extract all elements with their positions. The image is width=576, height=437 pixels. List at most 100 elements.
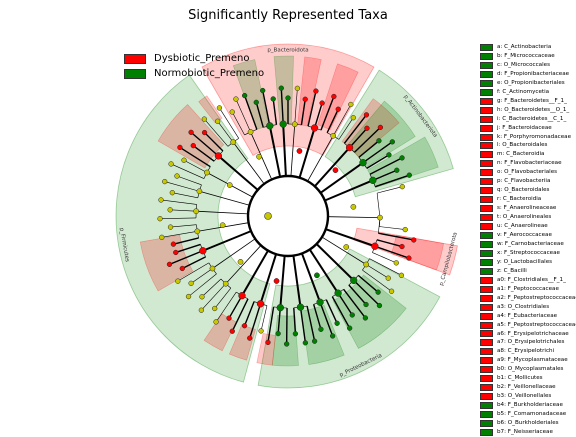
leaf-node <box>387 152 392 157</box>
legend-swatch-dysbiotic <box>124 54 146 64</box>
key-swatch <box>480 151 493 158</box>
key-label: b1: C_Mollicutes <box>497 374 543 383</box>
leaf-node <box>215 119 220 124</box>
clade-node <box>231 140 236 145</box>
leaf-node <box>170 190 175 195</box>
key-swatch <box>480 429 493 436</box>
order-node <box>351 204 356 209</box>
leaf-node <box>363 316 368 321</box>
key-swatch <box>480 348 493 355</box>
key-swatch <box>480 71 493 78</box>
leaf-node <box>390 139 395 144</box>
key-item: a8: C_Erysipelotrichi <box>480 347 576 356</box>
leaf-node <box>377 138 382 143</box>
leaf-node <box>303 340 308 345</box>
order-node <box>333 168 338 173</box>
clade-node <box>350 277 357 284</box>
key-swatch <box>480 232 493 239</box>
key-item: k: F_Porphyromonadaceae <box>480 133 576 142</box>
key-label: a: C_Actinobacteria <box>497 43 551 52</box>
key-label: a4: F_Eubacteriaceae <box>497 312 557 321</box>
key-label: b0: O_Mycoplasmatales <box>497 365 563 374</box>
branch <box>377 193 380 217</box>
leaf-node <box>242 323 247 328</box>
phylum-label: p_Bacteroidota <box>267 48 308 54</box>
key-swatch <box>480 214 493 221</box>
key-item: a5: F_Peptostreptococcaceae <box>480 321 576 330</box>
leaf-node <box>407 173 412 178</box>
order-node <box>297 148 302 153</box>
clade-node <box>257 300 264 307</box>
leaf-node <box>171 242 176 247</box>
key-label: d: F_Propionibacteriaceae <box>497 70 569 79</box>
clade-node <box>277 304 284 311</box>
key-label: v: F_Aerococcaceae <box>497 231 552 240</box>
key-label: b2: F_Veillonellaceae <box>497 383 556 392</box>
leaf-node <box>175 174 180 179</box>
key-swatch <box>480 160 493 167</box>
leaf-node <box>199 308 204 313</box>
order-node <box>220 223 225 228</box>
leaf-node <box>162 179 167 184</box>
key-label: k: F_Porphyromonadaceae <box>497 133 571 142</box>
leaf-node <box>234 97 239 102</box>
leaf-node <box>394 260 399 265</box>
key-label: a6: F_Erysipelotrichaceae <box>497 330 569 339</box>
leaf-node <box>365 126 370 131</box>
key-swatch <box>480 62 493 69</box>
key-swatch <box>480 98 493 105</box>
root-node <box>265 213 272 220</box>
leaf-node <box>286 96 291 101</box>
leaf-node <box>377 303 382 308</box>
key-label: p: C_Flavobacteriia <box>497 177 550 186</box>
legend-entry-dysbiotic: Dysbiotic_Premeno <box>124 51 264 66</box>
clade-node <box>195 229 200 234</box>
clade-node <box>317 299 324 306</box>
key-item: b0: O_Mycoplasmatales <box>480 365 576 374</box>
key-label: a0: F_Clostridiales__F_1_ <box>497 276 566 285</box>
leaf-node <box>389 289 394 294</box>
key-label: s: F_Anaerolineaceae <box>497 204 556 213</box>
leaf-node <box>168 225 173 230</box>
key-swatch <box>480 223 493 230</box>
leaf-node <box>293 331 298 336</box>
leaf-node <box>364 112 369 117</box>
order-node <box>256 154 261 159</box>
leaf-node <box>180 266 185 271</box>
leaf-node <box>279 86 284 91</box>
leaf-node <box>400 244 405 249</box>
key-label: a7: O_Erysipelotrichales <box>497 338 564 347</box>
leaf-node <box>159 235 164 240</box>
key-label: x: F_Streptococcaceae <box>497 249 560 258</box>
leaf-node <box>186 294 191 299</box>
leaf-node <box>214 319 219 324</box>
leaf-node <box>411 238 416 243</box>
leaf-node <box>276 331 281 336</box>
key-item: g: F_Bacteroidetes__F_1_ <box>480 97 576 106</box>
clade-node <box>239 292 246 299</box>
key-swatch <box>480 330 493 337</box>
leaf-node <box>167 262 172 267</box>
key-item: a2: F_Peptostreptococcaceae <box>480 294 576 303</box>
key-item: r: C_Bacteroidia <box>480 195 576 204</box>
clade-node <box>360 159 367 166</box>
clade-node <box>199 247 206 254</box>
leaf-node <box>330 334 335 339</box>
key-label: g: F_Bacteroidetes__F_1_ <box>497 97 567 106</box>
key-swatch <box>480 402 493 409</box>
leaf-node <box>173 250 178 255</box>
key-item: h: O_Bacteroidetes__O_1_ <box>480 106 576 115</box>
key-swatch <box>480 277 493 284</box>
leaf-node <box>189 130 194 135</box>
key-item: o: O_Flavobacteriales <box>480 168 576 177</box>
key-item: b1: C_Mollicutes <box>480 374 576 383</box>
clade-node <box>292 122 297 127</box>
key-swatch <box>480 322 493 329</box>
clade-node <box>311 125 318 132</box>
key-swatch <box>480 187 493 194</box>
key-item: a4: F_Eubacteriaceae <box>480 312 576 321</box>
key-swatch <box>480 241 493 248</box>
leaf-node <box>331 94 336 99</box>
leaf-node <box>295 86 300 91</box>
order-node <box>238 259 243 264</box>
